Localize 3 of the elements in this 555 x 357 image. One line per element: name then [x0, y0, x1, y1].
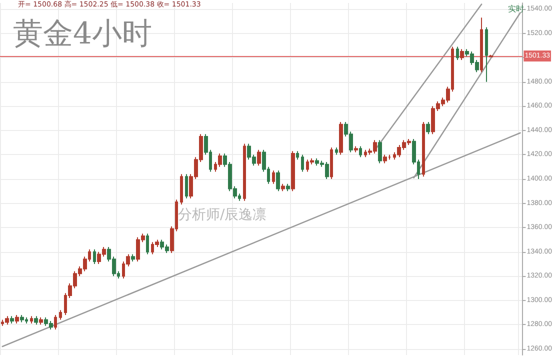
- text: 黄金4小时: [13, 16, 152, 52]
- annotation: 实时: [508, 4, 524, 14]
- annotation: 分析师/辰逸凛: [178, 207, 267, 223]
